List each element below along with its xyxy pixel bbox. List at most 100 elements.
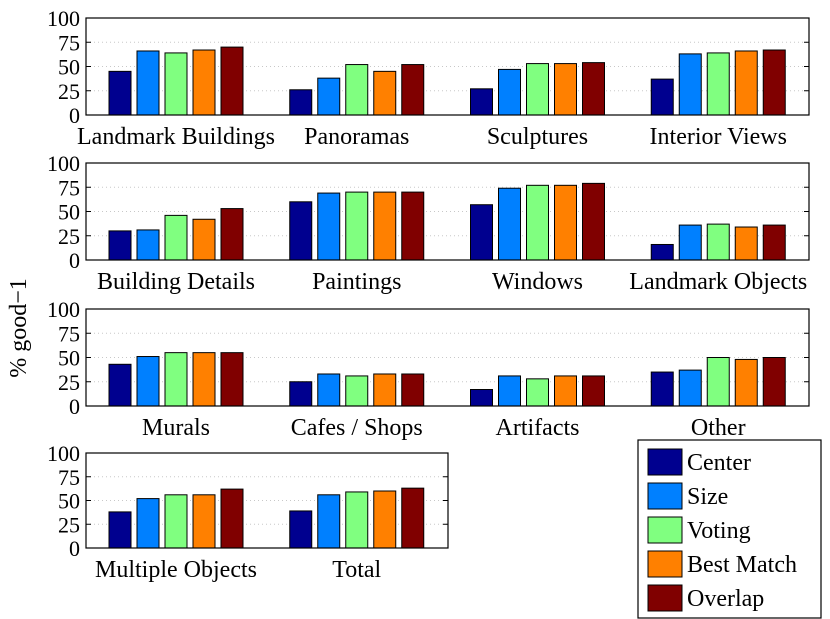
- bar: [164, 52, 188, 116]
- bar: [498, 68, 521, 116]
- bar: [470, 389, 493, 407]
- legend: Center Size Voting Best Match Overlap: [637, 439, 822, 619]
- bar: [582, 375, 605, 407]
- bar: [220, 46, 244, 116]
- bar: [192, 49, 216, 116]
- y-tick-label: 100: [47, 6, 80, 31]
- bar: [317, 373, 341, 407]
- y-tick-label: 100: [47, 151, 80, 176]
- bar-group: [650, 357, 786, 407]
- y-tick-label: 25: [58, 224, 80, 249]
- bar: [582, 62, 605, 116]
- bar: [650, 78, 674, 116]
- legend-swatch: [647, 482, 683, 510]
- bar: [706, 223, 730, 261]
- bar: [373, 373, 397, 407]
- bar: [136, 50, 160, 116]
- y-tick-label: 100: [47, 297, 80, 322]
- bar: [470, 88, 493, 116]
- bar-group: [470, 182, 605, 261]
- bar: [164, 214, 188, 261]
- legend-label: Size: [687, 484, 728, 510]
- bar: [582, 182, 605, 261]
- x-category-label: Murals: [142, 415, 210, 441]
- bar: [526, 378, 549, 407]
- bar: [136, 229, 160, 261]
- bar: [220, 208, 244, 261]
- y-tick-label: 0: [69, 394, 80, 419]
- bar: [345, 64, 369, 116]
- bar-group: [108, 352, 244, 407]
- bar-group: [108, 46, 244, 116]
- bar: [289, 201, 313, 261]
- bar: [401, 64, 425, 116]
- bar-group: [289, 487, 425, 549]
- bar: [108, 363, 132, 407]
- legend-swatch: [647, 448, 683, 476]
- bar-group: [470, 375, 605, 407]
- bar-group: [108, 488, 244, 549]
- y-tick-label: 75: [58, 175, 80, 200]
- bar: [136, 356, 160, 407]
- bar: [220, 352, 244, 407]
- bar: [373, 490, 397, 549]
- legend-label: Center: [687, 450, 751, 476]
- bar: [108, 511, 132, 549]
- bar: [762, 49, 786, 116]
- x-category-label: Paintings: [312, 269, 401, 295]
- bar: [706, 357, 730, 407]
- bar: [136, 498, 160, 549]
- bar: [289, 381, 313, 407]
- bar: [220, 488, 244, 549]
- bar: [554, 375, 577, 407]
- legend-label: Overlap: [687, 586, 764, 612]
- bar-group: [650, 223, 786, 261]
- bar: [345, 491, 369, 549]
- bar: [289, 510, 313, 549]
- y-tick-label: 75: [58, 465, 80, 490]
- bar-group: [289, 64, 425, 116]
- bar: [108, 70, 132, 116]
- bar: [192, 218, 216, 261]
- bar: [734, 226, 758, 261]
- bar: [345, 375, 369, 407]
- bar: [401, 191, 425, 261]
- y-tick-label: 25: [58, 370, 80, 395]
- legend-swatch: [647, 584, 683, 612]
- bar: [678, 53, 702, 116]
- bar: [762, 224, 786, 261]
- x-category-label: Panoramas: [304, 124, 409, 150]
- x-category-label: Sculptures: [487, 124, 588, 150]
- legend-label: Voting: [687, 518, 751, 544]
- x-category-label: Building Details: [97, 269, 255, 295]
- bar: [650, 371, 674, 407]
- axes-frame: [85, 162, 810, 261]
- bar: [401, 487, 425, 549]
- bar: [678, 224, 702, 261]
- x-category-label: Cafes / Shops: [291, 415, 423, 441]
- bar: [734, 358, 758, 407]
- x-category-label: Windows: [492, 269, 583, 295]
- bar: [498, 375, 521, 407]
- legend-swatch: [647, 550, 683, 578]
- bar: [706, 52, 730, 116]
- bar: [734, 50, 758, 116]
- bar: [317, 494, 341, 549]
- y-tick-label: 0: [69, 248, 80, 273]
- axes-frame: [85, 308, 810, 407]
- y-tick-label: 50: [58, 55, 80, 80]
- bar: [678, 369, 702, 407]
- bar-group: [650, 49, 786, 116]
- x-category-label: Interior Views: [650, 124, 787, 150]
- bar-group: [108, 208, 244, 261]
- bar: [470, 204, 493, 261]
- bar: [192, 494, 216, 549]
- y-tick-label: 100: [47, 441, 80, 466]
- bar: [317, 192, 341, 261]
- bar: [373, 191, 397, 261]
